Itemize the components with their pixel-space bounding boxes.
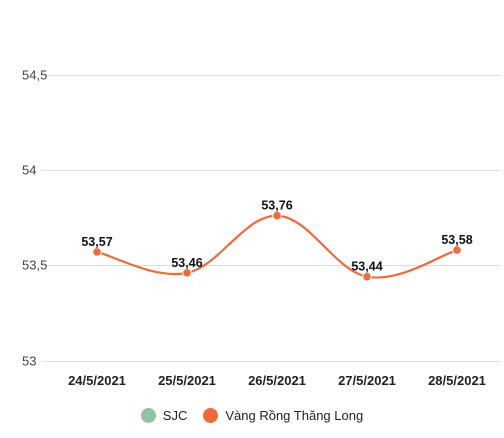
data-label: 53,57: [81, 235, 112, 249]
legend-marker: [140, 408, 156, 423]
x-tick-label: 28/5/2021: [428, 373, 486, 388]
legend-item[interactable]: Vàng Rồng Thăng Long: [203, 408, 363, 423]
legend-label: SJC: [162, 408, 188, 423]
data-label: 53,44: [351, 260, 382, 274]
data-point[interactable]: [182, 268, 192, 278]
series-vang-rong-thang-long: 53,57 53,46 53,76 53,44 53,58: [81, 199, 473, 282]
legend-label: Vàng Rồng Thăng Long: [225, 408, 364, 423]
x-tick-label: 27/5/2021: [338, 373, 396, 388]
series-line: [96, 214, 458, 279]
y-tick-label: 54: [22, 163, 36, 178]
data-label: 53,76: [261, 199, 292, 213]
x-tick-label: 25/5/2021: [158, 373, 216, 388]
legend-item[interactable]: SJC: [140, 408, 188, 423]
y-tick-label: 53: [22, 354, 36, 369]
x-tick-label: 26/5/2021: [248, 373, 306, 388]
x-axis: 24/5/2021 25/5/2021 26/5/2021 27/5/2021 28/5…: [68, 373, 486, 388]
data-point[interactable]: [92, 247, 102, 257]
data-label: 53,58: [441, 233, 472, 247]
gridlines: [42, 75, 500, 362]
data-point[interactable]: [272, 210, 282, 221]
x-tick-label: 24/5/2021: [68, 373, 126, 388]
data-point[interactable]: [362, 271, 372, 282]
y-tick-label: 53,5: [22, 258, 47, 273]
legend-marker: [203, 408, 219, 423]
y-tick-label: 54,5: [22, 68, 47, 83]
series-group: 56,5756,3256,6556,4056,5453,5753,4653,76…: [81, 199, 473, 282]
legend: SJC Vàng Rồng Thăng Long: [0, 408, 504, 423]
data-label: 53,46: [171, 256, 202, 270]
data-point[interactable]: [452, 245, 462, 255]
